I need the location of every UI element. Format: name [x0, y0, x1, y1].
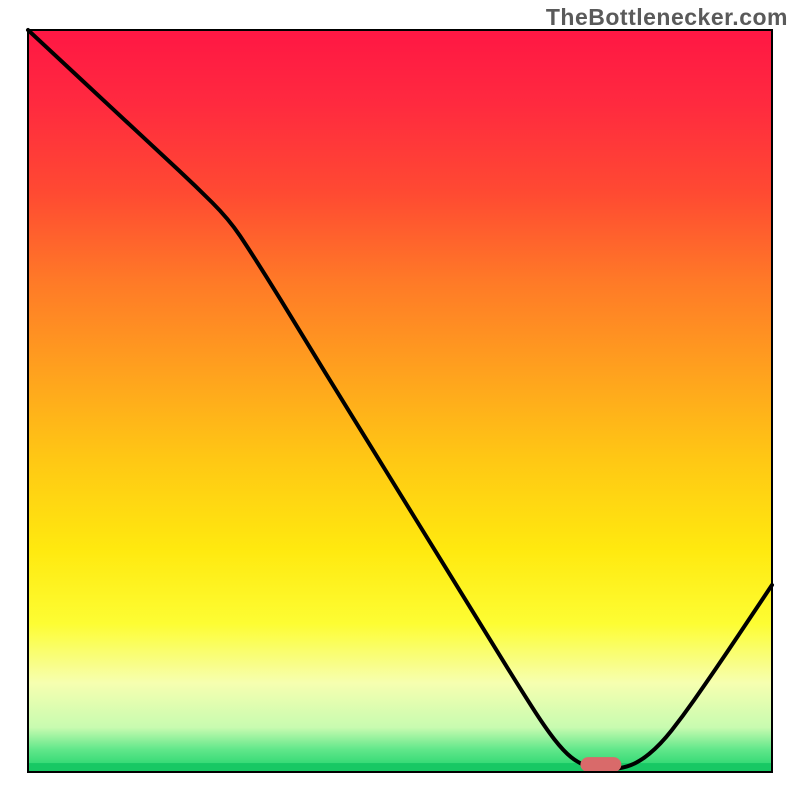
chart-container: TheBottlenecker.com [0, 0, 800, 800]
bottom-green-band [28, 763, 772, 772]
gradient-background [28, 30, 772, 772]
bottleneck-chart [0, 0, 800, 800]
optimal-marker [580, 757, 621, 772]
watermark-text: TheBottlenecker.com [546, 4, 788, 31]
